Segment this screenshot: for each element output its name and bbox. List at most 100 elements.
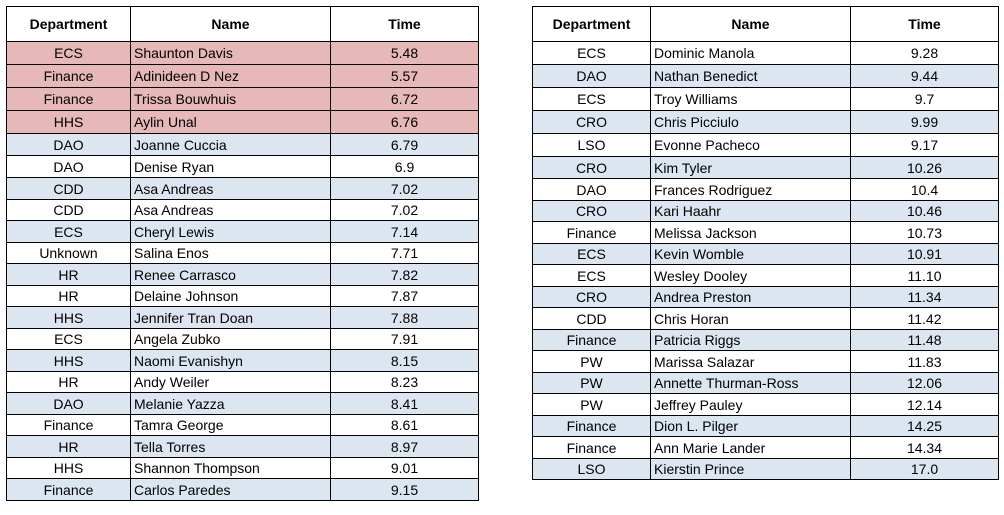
department-cell: CRO <box>532 110 651 134</box>
name-cell: Annette Thurman-Ross <box>650 372 851 394</box>
left-table-body: ECS Shaunton Davis 5.48 Finance Adinideen D … <box>6 41 479 501</box>
time-cell: 6.79 <box>330 133 479 156</box>
name-cell: Ann Marie Lander <box>650 436 851 459</box>
name-cell: Troy Williams <box>650 87 851 111</box>
name-cell: Trissa Bouwhuis <box>130 87 331 111</box>
table-row: ECS Cheryl Lewis 7.14 <box>6 220 479 243</box>
table-row: ECS Troy Williams 9.7 <box>532 87 999 111</box>
department-cell: HR <box>6 435 131 458</box>
name-cell: Tella Torres <box>130 435 331 458</box>
department-cell: ECS <box>532 41 651 65</box>
time-cell: 11.48 <box>850 329 999 351</box>
table-row: Finance Dion L. Pilger 14.25 <box>532 415 999 437</box>
department-cell: Finance <box>6 87 131 111</box>
table-row: Finance Adinideen D Nez 5.57 <box>6 64 479 88</box>
time-cell: 14.34 <box>850 436 999 459</box>
time-cell: 8.15 <box>330 349 479 372</box>
table-row: CDD Chris Horan 11.42 <box>532 307 999 330</box>
table-row: CRO Kim Tyler 10.26 <box>532 156 999 179</box>
name-cell: Nathan Benedict <box>650 64 851 88</box>
name-cell: Kari Haahr <box>650 200 851 222</box>
department-cell: LSO <box>532 458 651 480</box>
table-row: CDD Asa Andreas 7.02 <box>6 177 479 200</box>
time-cell: 12.14 <box>850 393 999 416</box>
department-cell: DAO <box>532 178 651 201</box>
name-cell: Evonne Pacheco <box>650 133 851 157</box>
name-cell: Naomi Evanishyn <box>130 349 331 372</box>
time-cell: 7.14 <box>330 220 479 243</box>
time-cell: 10.73 <box>850 221 999 244</box>
time-cell: 14.25 <box>850 415 999 437</box>
table-row: DAO Joanne Cuccia 6.79 <box>6 133 479 156</box>
time-cell: 10.46 <box>850 200 999 222</box>
name-header: Name <box>130 6 331 42</box>
table-row: LSO Evonne Pacheco 9.17 <box>532 133 999 157</box>
time-cell: 5.57 <box>330 64 479 88</box>
name-cell: Denise Ryan <box>130 155 331 178</box>
department-cell: ECS <box>6 41 131 65</box>
time-cell: 9.15 <box>330 478 479 501</box>
name-cell: Salina Enos <box>130 242 331 264</box>
table-row: ECS Shaunton Davis 5.48 <box>6 41 479 65</box>
header-row: Department Name Time <box>532 6 999 42</box>
time-cell: 6.76 <box>330 110 479 134</box>
name-cell: Adinideen D Nez <box>130 64 331 88</box>
time-cell: 7.82 <box>330 263 479 286</box>
name-cell: Chris Horan <box>650 307 851 330</box>
table-row: CRO Andrea Preston 11.34 <box>532 286 999 308</box>
table-row: CRO Chris Picciulo 9.99 <box>532 110 999 134</box>
name-cell: Shaunton Davis <box>130 41 331 65</box>
department-header: Department <box>532 6 651 42</box>
name-cell: Angela Zubko <box>130 328 331 350</box>
department-header: Department <box>6 6 131 42</box>
department-cell: PW <box>532 393 651 416</box>
table-row: HHS Naomi Evanishyn 8.15 <box>6 349 479 372</box>
department-cell: CRO <box>532 200 651 222</box>
department-cell: HR <box>6 285 131 307</box>
time-cell: 9.99 <box>850 110 999 134</box>
department-cell: HR <box>6 371 131 393</box>
name-cell: Asa Andreas <box>130 177 331 200</box>
department-cell: Finance <box>6 64 131 88</box>
department-cell: ECS <box>6 328 131 350</box>
time-cell: 7.02 <box>330 177 479 200</box>
name-cell: Kim Tyler <box>650 156 851 179</box>
department-cell: LSO <box>532 133 651 157</box>
time-cell: 9.7 <box>850 87 999 111</box>
table-row: Finance Melissa Jackson 10.73 <box>532 221 999 244</box>
department-cell: ECS <box>532 264 651 287</box>
time-header: Time <box>330 6 479 42</box>
time-cell: 10.26 <box>850 156 999 179</box>
department-cell: ECS <box>532 243 651 265</box>
name-cell: Jennifer Tran Doan <box>130 306 331 329</box>
time-cell: 9.01 <box>330 457 479 479</box>
department-cell: PW <box>532 350 651 373</box>
name-cell: Aylin Unal <box>130 110 331 134</box>
department-cell: Finance <box>6 478 131 501</box>
time-cell: 8.23 <box>330 371 479 393</box>
table-row: PW Annette Thurman-Ross 12.06 <box>532 372 999 394</box>
department-cell: CRO <box>532 156 651 179</box>
department-cell: CDD <box>532 307 651 330</box>
table-row: HHS Aylin Unal 6.76 <box>6 110 479 134</box>
table-row: DAO Frances Rodriguez 10.4 <box>532 178 999 201</box>
table-row: PW Jeffrey Pauley 12.14 <box>532 393 999 416</box>
department-cell: CDD <box>6 177 131 200</box>
time-cell: 6.72 <box>330 87 479 111</box>
table-row: HR Delaine Johnson 7.87 <box>6 285 479 307</box>
name-cell: Jeffrey Pauley <box>650 393 851 416</box>
time-cell: 7.02 <box>330 199 479 221</box>
department-cell: DAO <box>6 133 131 156</box>
department-cell: Finance <box>532 329 651 351</box>
department-cell: DAO <box>6 392 131 415</box>
name-cell: Dion L. Pilger <box>650 415 851 437</box>
table-row: ECS Dominic Manola 9.28 <box>532 41 999 65</box>
name-cell: Shannon Thompson <box>130 457 331 479</box>
name-cell: Frances Rodriguez <box>650 178 851 201</box>
time-cell: 7.71 <box>330 242 479 264</box>
time-cell: 8.41 <box>330 392 479 415</box>
department-cell: HHS <box>6 457 131 479</box>
name-cell: Kevin Womble <box>650 243 851 265</box>
department-cell: DAO <box>6 155 131 178</box>
department-cell: HHS <box>6 110 131 134</box>
